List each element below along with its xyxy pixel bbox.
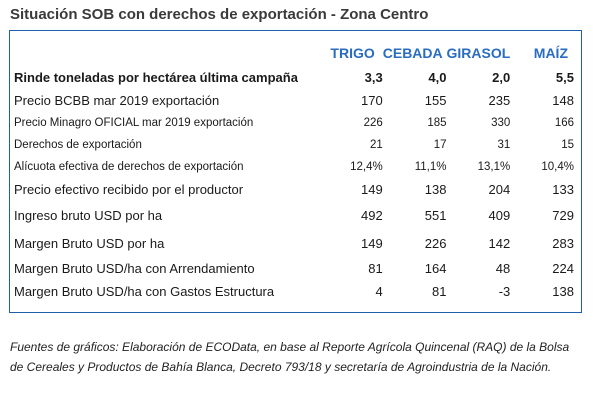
column-header-girasol: GIRASOL [446, 45, 511, 61]
cell-cebada: 138 [424, 182, 447, 197]
cell-girasol: 48 [495, 261, 511, 276]
cell-maiz: 283 [552, 235, 574, 251]
table-row: Margen Bruto USD por ha 149 226 142 283 [14, 229, 574, 257]
row-label: Precio efectivo recibido por el producto… [14, 182, 244, 197]
cell-maiz: 138 [552, 284, 574, 299]
cell-cebada: 155 [424, 93, 447, 108]
cell-girasol: 2,0 [492, 70, 511, 85]
row-label: Margen Bruto USD/ha con Gastos Estructur… [14, 284, 275, 299]
cell-trigo: 149 [361, 182, 383, 197]
cell-trigo: 170 [361, 93, 383, 108]
row-label: Alícuota efectiva de derechos de exporta… [14, 161, 244, 173]
row-label: Ingreso bruto USD por ha [14, 207, 163, 223]
cell-maiz: 10,4% [541, 161, 574, 173]
row-label: Margen Bruto USD/ha con Arrendamiento [14, 261, 255, 276]
table-row: Alícuota efectiva de derechos de exporta… [14, 156, 574, 178]
cell-girasol: -3 [498, 284, 511, 299]
cell-maiz: 133 [552, 182, 574, 197]
cell-trigo: 226 [363, 117, 383, 129]
cell-girasol: 235 [488, 93, 511, 108]
column-header-maiz: MAÍZ [533, 45, 568, 61]
column-header-cebada: CEBADA [382, 45, 443, 61]
cell-cebada: 226 [424, 235, 447, 251]
cell-maiz: 166 [554, 117, 574, 129]
cell-cebada: 11,1% [414, 161, 447, 173]
table-row: Margen Bruto USD/ha con Gastos Estructur… [14, 280, 574, 303]
cell-cebada: 4,0 [428, 70, 447, 85]
data-table: TRIGO CEBADA GIRASOL MAÍZ Rinde tonelada… [14, 40, 574, 303]
table-row: Derechos de exportación 21 17 31 15 [14, 134, 574, 156]
header-row: TRIGO CEBADA GIRASOL MAÍZ [14, 40, 574, 66]
cell-girasol: 142 [488, 235, 511, 251]
table-row: Rinde toneladas por hectárea última camp… [14, 66, 574, 89]
table-row: Ingreso bruto USD por ha 492 551 409 729 [14, 201, 574, 229]
cell-trigo: 81 [368, 261, 383, 276]
cell-maiz: 5,5 [555, 70, 574, 85]
cell-girasol: 409 [488, 207, 511, 223]
cell-trigo: 3,3 [364, 70, 383, 85]
cell-girasol: 330 [491, 117, 511, 129]
cell-girasol: 204 [488, 182, 511, 197]
header-empty [14, 40, 319, 66]
cell-cebada: 185 [427, 117, 447, 129]
cell-cebada: 81 [432, 284, 447, 299]
table-row: Precio efectivo recibido por el producto… [14, 178, 574, 201]
cell-girasol: 13,1% [477, 161, 511, 173]
row-label: Derechos de exportación [14, 139, 142, 151]
cell-trigo: 21 [369, 139, 383, 151]
cell-trigo: 149 [361, 235, 383, 251]
table-title: Situación SOB con derechos de exportació… [10, 6, 429, 23]
cell-trigo: 492 [361, 207, 383, 223]
cell-girasol: 31 [497, 139, 511, 151]
table-row: Margen Bruto USD/ha con Arrendamiento 81… [14, 257, 574, 280]
table-frame [9, 30, 582, 313]
cell-cebada: 17 [433, 139, 447, 151]
cell-maiz: 224 [552, 261, 574, 276]
row-label: Rinde toneladas por hectárea última camp… [14, 70, 298, 85]
column-header-trigo: TRIGO [330, 45, 375, 61]
cell-cebada: 551 [424, 207, 447, 223]
row-label: Precio BCBB mar 2019 exportación [14, 93, 220, 108]
cell-cebada: 164 [424, 261, 447, 276]
cell-maiz: 148 [552, 93, 574, 108]
cell-trigo: 12,4% [350, 161, 383, 173]
row-label: Margen Bruto USD por ha [14, 235, 165, 251]
table-row: Precio BCBB mar 2019 exportación 170 155… [14, 89, 574, 112]
cell-maiz: 729 [552, 207, 574, 223]
cell-trigo: 4 [375, 284, 383, 299]
source-footnote: Fuentes de gráficos: Elaboración de ECOD… [10, 340, 570, 374]
table-row: Precio Minagro OFICIAL mar 2019 exportac… [14, 112, 574, 134]
row-label: Precio Minagro OFICIAL mar 2019 exportac… [14, 117, 254, 129]
cell-maiz: 15 [561, 139, 574, 151]
